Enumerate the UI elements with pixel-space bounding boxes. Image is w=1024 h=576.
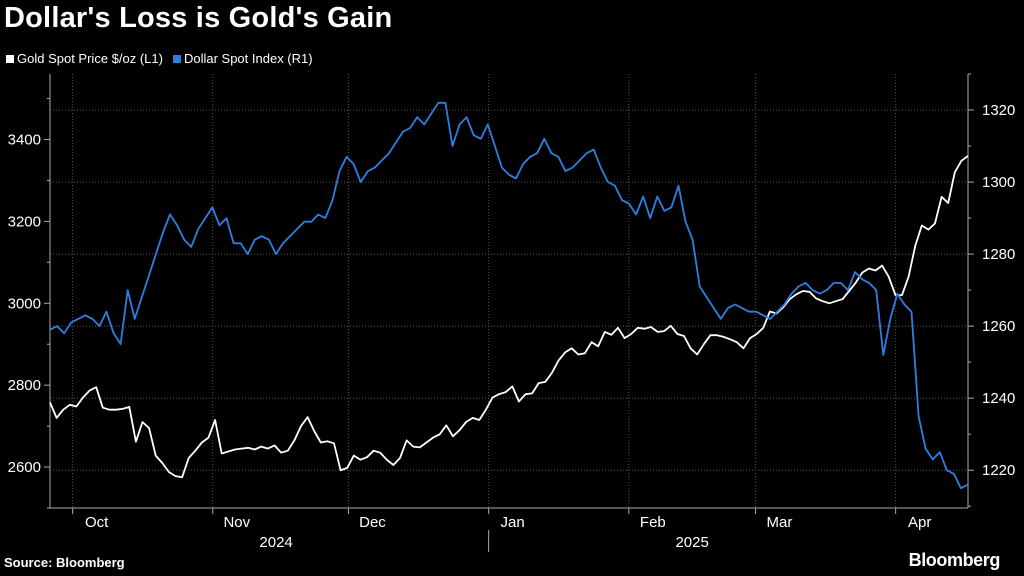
right-tick-label: 1260 [982,318,1015,335]
source-note: Source: Bloomberg [4,555,125,570]
legend-swatch-gold [6,54,14,63]
brand-logo: Bloomberg [908,550,1001,570]
legend-label-dollar: Dollar Spot Index (R1) [183,51,313,66]
month-label: Jan [501,514,525,531]
legend: Gold Spot Price $/oz (L1) Dollar Spot In… [6,51,313,66]
series-line-gold [49,155,969,479]
right-tick-label: 1280 [982,246,1015,263]
left-tick-label: 2600 [8,459,41,476]
chart-title: Dollar's Loss is Gold's Gain [4,2,393,34]
right-tick-label: 1220 [982,462,1015,479]
right-tick-label: 1240 [982,390,1015,407]
year-label: 2024 [259,534,292,551]
month-label: Oct [85,514,109,531]
month-label: Apr [908,514,931,531]
month-label: Dec [359,514,386,531]
right-tick-label: 1320 [982,102,1015,119]
series-line-dollar [49,101,969,490]
left-tick-label: 3200 [8,213,41,230]
month-label: Feb [640,514,666,531]
legend-label-gold: Gold Spot Price $/oz (L1) [17,51,163,66]
left-tick-label: 2800 [8,377,41,394]
left-tick-label: 3000 [8,295,41,312]
year-label: 2025 [675,534,708,551]
month-label: Nov [223,514,250,531]
legend-item-dollar: Dollar Spot Index (R1) [172,51,313,66]
left-tick-label: 3400 [8,132,41,149]
legend-item-gold: Gold Spot Price $/oz (L1) [6,51,163,66]
right-tick-label: 1300 [982,174,1015,191]
legend-swatch-dollar [172,54,181,63]
month-label: Mar [767,514,793,531]
